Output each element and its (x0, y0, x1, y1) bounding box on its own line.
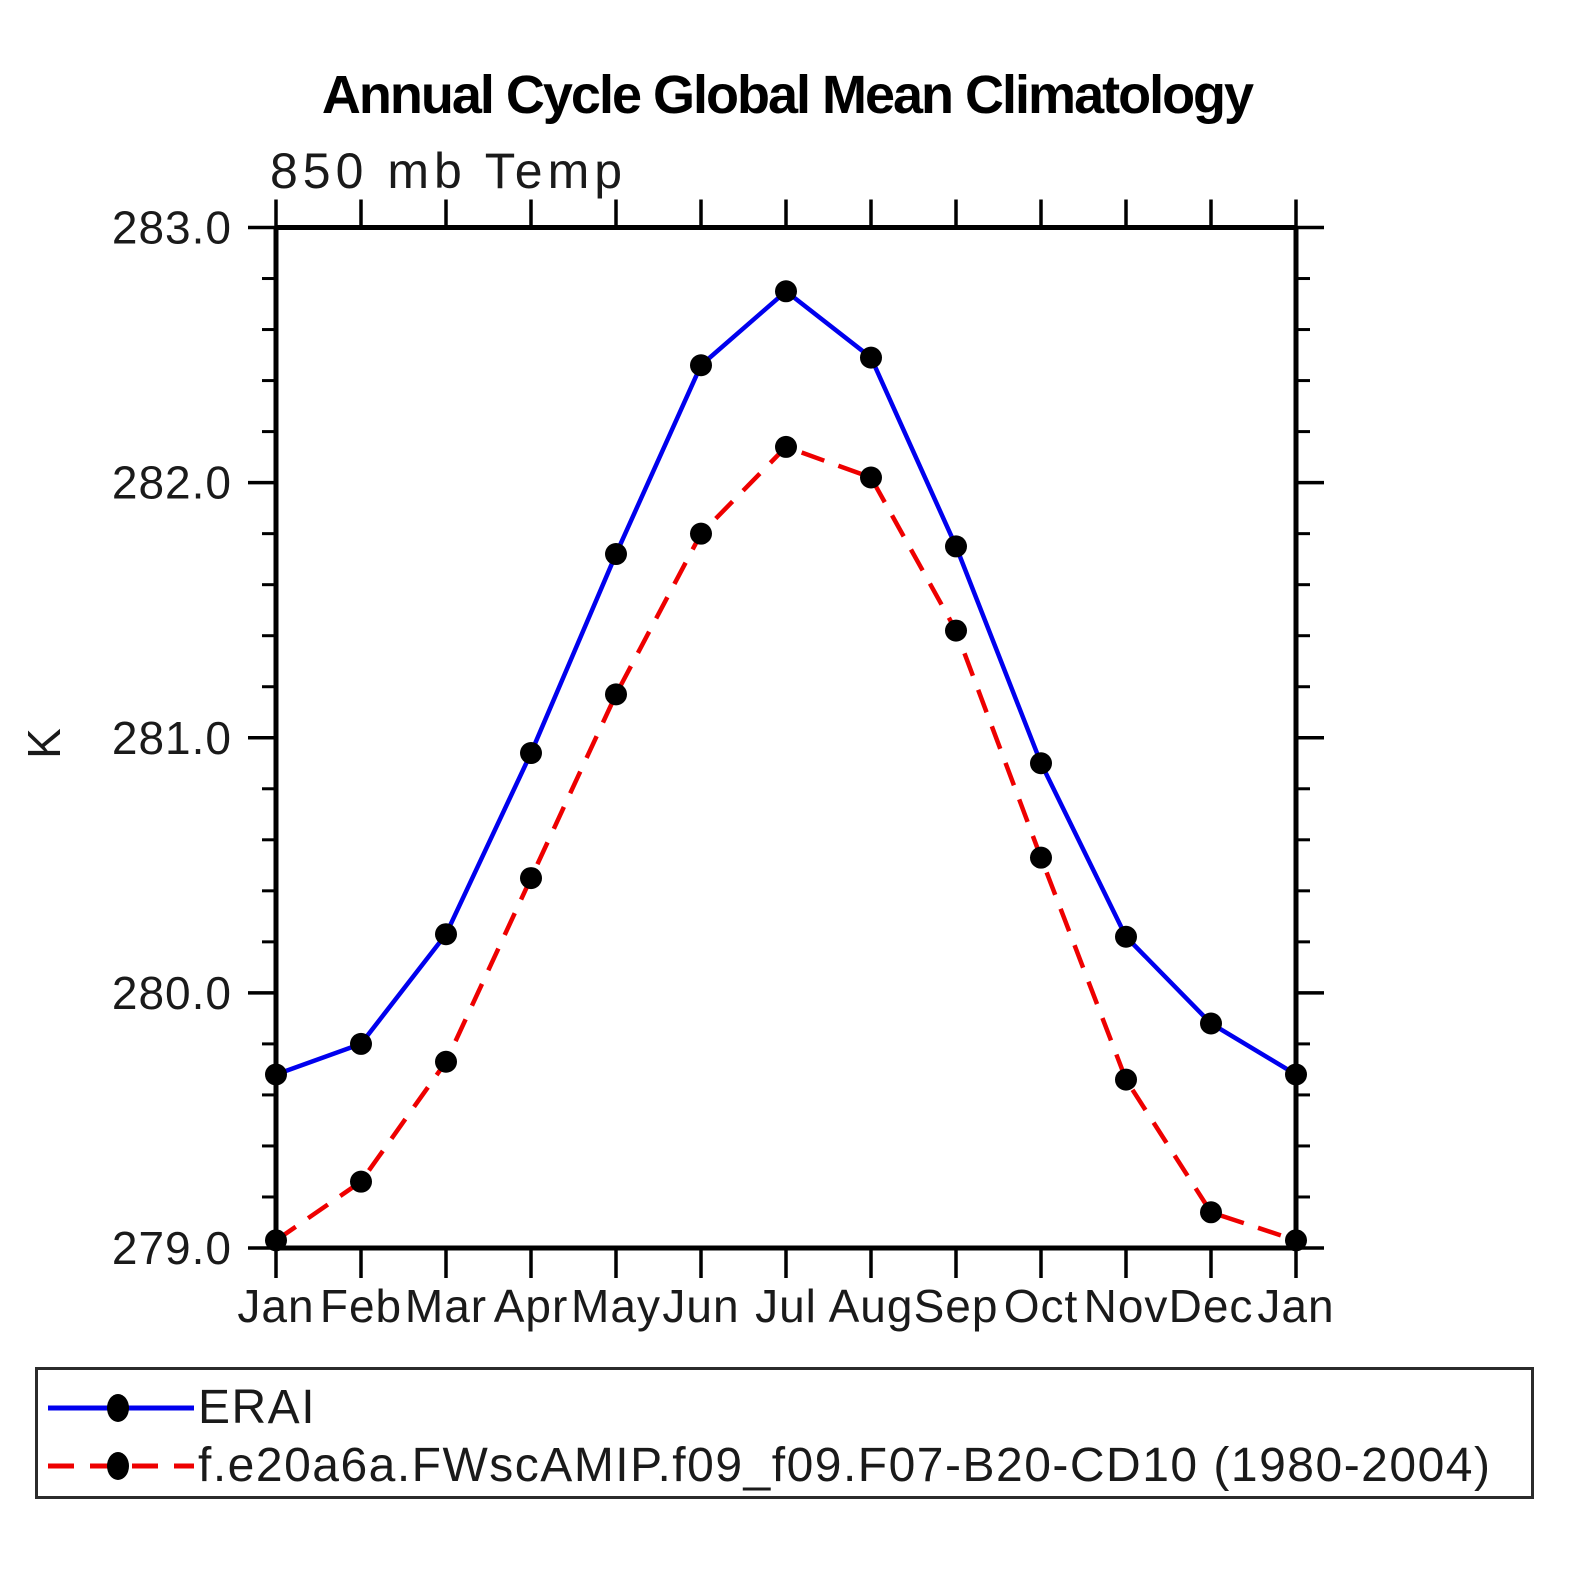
data-point-0 (690, 354, 712, 377)
x-tick-label: Mar (405, 1280, 487, 1332)
data-point-0 (435, 923, 457, 946)
y-tick-label: 282.0 (112, 457, 232, 509)
x-tick-label: May (571, 1280, 661, 1332)
legend-box: ERAI f.e20a6a.FWscAMIP.f09_f09.F07-B20-C… (35, 1367, 1534, 1499)
y-tick-label: 279.0 (112, 1222, 232, 1274)
data-point-0 (1285, 1063, 1307, 1086)
legend-label-erai: ERAI (198, 1381, 317, 1434)
data-point-1 (1200, 1201, 1222, 1224)
plot-area: Jan Feb Mar Apr May Jun Jul Aug Sep Oct Nov Dec Jan2… (112, 199, 1334, 1332)
data-point-1 (1030, 846, 1052, 869)
chart-title: Annual Cycle Global Mean Climatology (321, 65, 1254, 125)
data-point-1 (690, 522, 712, 545)
series-line-1 (274, 444, 1297, 1243)
x-tick-label: Jan (237, 1280, 314, 1332)
data-point-0 (520, 742, 542, 765)
y-tick-label: 283.0 (112, 202, 232, 254)
legend-label-model: f.e20a6a.FWscAMIP.f09_f09.F07-B20-CD10 (… (198, 1439, 1492, 1492)
y-tick-label: 280.0 (112, 967, 232, 1019)
x-tick-label: Jul (755, 1280, 817, 1332)
data-point-1 (520, 867, 542, 890)
legend-marker-circle (107, 1394, 129, 1422)
data-point-1 (350, 1170, 372, 1193)
legend-entry-erai: ERAI (46, 1381, 317, 1434)
data-point-1 (1285, 1229, 1307, 1252)
x-tick-label: Jan (1257, 1280, 1334, 1332)
legend-sample-erai (48, 1394, 194, 1422)
data-point-0 (265, 1063, 287, 1086)
data-point-1 (605, 683, 627, 706)
x-tick-label: Jun (662, 1280, 739, 1332)
legend-marker-circle (107, 1452, 129, 1480)
x-tick-label: Aug (829, 1280, 914, 1332)
data-point-0 (1200, 1012, 1222, 1035)
data-point-1 (435, 1050, 457, 1073)
data-point-1 (1115, 1068, 1137, 1091)
data-point-0 (1115, 925, 1137, 948)
plot-subtitle: 850 mb Temp (270, 143, 628, 199)
x-tick-label: Nov (1084, 1280, 1169, 1332)
data-point-1 (860, 466, 882, 489)
x-tick-label: Oct (1004, 1280, 1079, 1332)
data-point-0 (775, 280, 797, 303)
x-tick-label: Feb (320, 1280, 402, 1332)
data-point-0 (350, 1032, 372, 1055)
series-line-0 (275, 288, 1298, 1077)
legend-entry-model: f.e20a6a.FWscAMIP.f09_f09.F07-B20-CD10 (… (46, 1439, 1492, 1492)
x-tick-label: Sep (914, 1280, 999, 1332)
data-point-1 (945, 619, 967, 642)
legend-sample-model (48, 1452, 194, 1480)
data-point-1 (265, 1229, 287, 1252)
data-point-1 (775, 435, 797, 458)
y-tick-label: 281.0 (112, 712, 232, 764)
data-point-0 (605, 543, 627, 566)
data-point-0 (945, 535, 967, 558)
data-point-0 (1030, 752, 1052, 775)
data-point-0 (860, 346, 882, 369)
x-tick-label: Dec (1169, 1280, 1254, 1332)
x-tick-label: Apr (494, 1280, 569, 1332)
